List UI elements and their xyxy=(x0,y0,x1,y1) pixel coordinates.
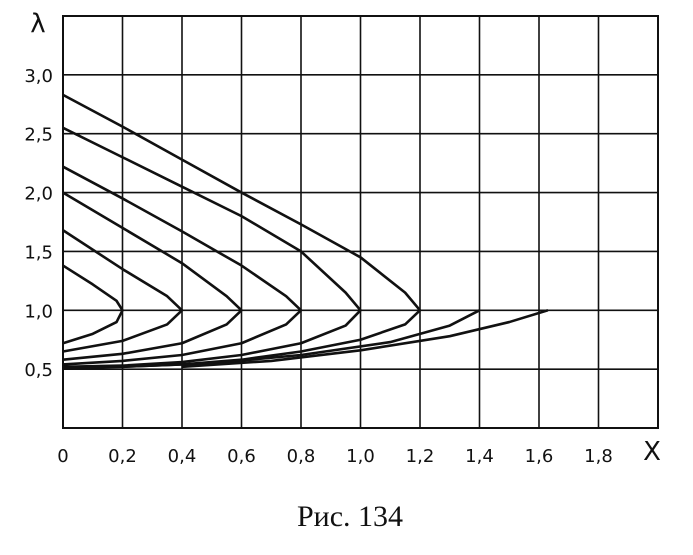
curve xyxy=(62,229,184,353)
curve xyxy=(122,309,481,369)
x-tick-label: 1,0 xyxy=(346,446,375,467)
caption: Рис. 134 xyxy=(297,500,403,533)
curve xyxy=(62,191,243,362)
x-tick-label: 1,6 xyxy=(525,446,554,467)
x-tick-label: 0,4 xyxy=(168,446,197,467)
y-tick-label: 1,5 xyxy=(24,242,53,263)
y-tick-label: 2,5 xyxy=(24,125,53,146)
curve xyxy=(62,126,362,369)
x-axis-label: X xyxy=(643,437,661,467)
x-tick-label: 1,8 xyxy=(584,446,613,467)
y-tick-label: 1,0 xyxy=(24,301,53,322)
curve xyxy=(62,264,124,345)
x-tick-label: 1,4 xyxy=(465,446,494,467)
y-tick-label: 2,0 xyxy=(24,184,53,205)
x-tick-label: 0,2 xyxy=(108,446,137,467)
y-tick-label: 0,5 xyxy=(24,360,53,381)
x-tick-label: 1,2 xyxy=(406,446,435,467)
curve xyxy=(62,165,303,366)
y-axis-label: λ xyxy=(30,9,45,39)
x-tick-label: 0,6 xyxy=(227,446,256,467)
curve xyxy=(181,309,549,369)
x-tick-label: 0,8 xyxy=(287,446,316,467)
x-tick-label: 0 xyxy=(57,446,68,467)
y-tick-label: 3,0 xyxy=(24,66,53,87)
